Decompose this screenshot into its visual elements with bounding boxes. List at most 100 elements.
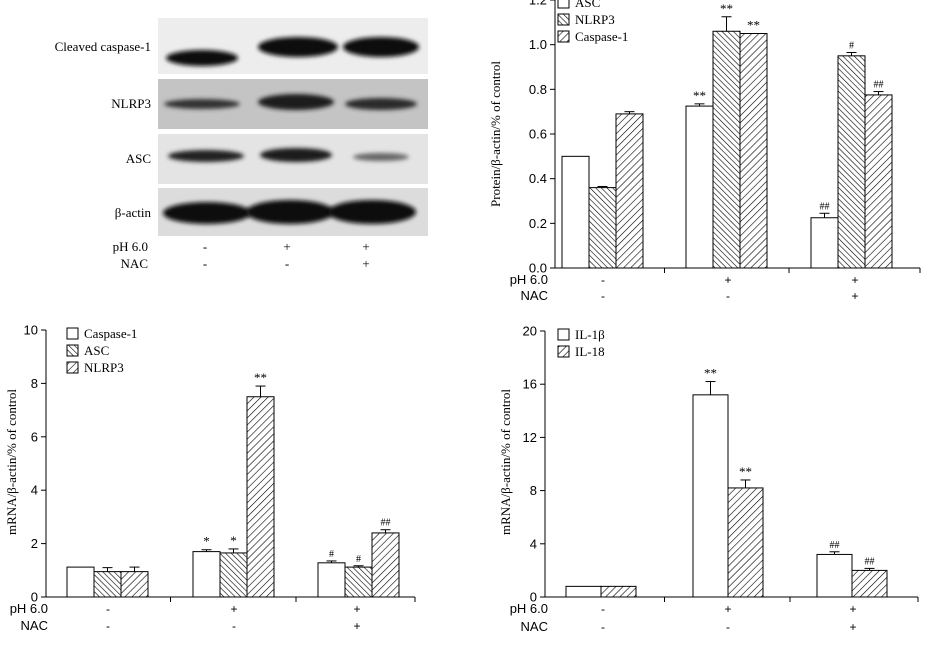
condition-sign: +: [353, 619, 360, 633]
blot-row-label-beta-actin: β-actin: [115, 205, 152, 220]
blot-sign: -: [285, 256, 289, 271]
condition-sign: +: [353, 602, 360, 616]
bar: [851, 569, 888, 598]
significance-label: ##: [874, 80, 884, 91]
bar: [692, 394, 729, 598]
y-tick-label: 16: [523, 377, 537, 392]
bar: [561, 155, 590, 269]
bar: [712, 30, 741, 269]
bar: [816, 553, 853, 598]
bar: [837, 55, 866, 269]
y-tick-label: 10: [24, 323, 38, 338]
condition-sign: -: [601, 602, 605, 616]
blot-band: [166, 50, 238, 66]
legend-label: ASC: [84, 343, 109, 358]
bar: [93, 571, 122, 598]
bar: [66, 566, 95, 598]
blot-row-label-cleaved-caspase-1: Cleaved caspase-1: [55, 39, 151, 54]
condition-sign: -: [106, 602, 110, 616]
significance-label: **: [739, 464, 752, 479]
condition-sign: -: [601, 289, 605, 303]
blot-condition-label-ph: pH 6.0: [113, 239, 148, 254]
significance-label: **: [720, 1, 733, 16]
significance-label: ##: [820, 201, 830, 212]
blot-band: [345, 98, 417, 110]
bar: [685, 105, 714, 269]
bar: [246, 396, 275, 598]
bar: [739, 33, 768, 269]
condition-label: NAC: [521, 619, 548, 634]
legend-label: Caspase-1: [575, 29, 628, 44]
y-tick-label: 0: [31, 590, 38, 605]
blot-row-label-asc: ASC: [126, 151, 151, 166]
legend-label: NLRP3: [575, 12, 615, 27]
significance-label: **: [704, 366, 717, 381]
blot-band: [353, 153, 409, 161]
y-tick-label: 0.4: [529, 171, 547, 186]
condition-label: pH 6.0: [10, 601, 48, 616]
blot-band: [168, 150, 244, 162]
condition-sign: -: [726, 289, 730, 303]
blot-band: [164, 99, 240, 109]
mrna-inflammasome-bar-chart: 0 2 4 6 8 10 * # * # ** ## mRNA/β-actin/% of control…: [4, 323, 416, 633]
condition-sign: +: [724, 273, 731, 287]
y-tick-label: 4: [31, 483, 38, 498]
y-tick-label: 12: [523, 430, 537, 445]
legend-swatch: [557, 0, 570, 9]
blot-band: [258, 37, 338, 57]
significance-label: #: [329, 549, 334, 560]
significance-label: ##: [381, 518, 391, 529]
y-tick-label: 1.0: [529, 37, 547, 52]
mrna-cytokine-bar-chart: 0 4 8 12 16 20 ** ## ** ## mRNA/β-actin/% of contr…: [498, 324, 919, 634]
western-blot-panel: Cleaved caspase-1 NLRP3 ASC β-actin pH 6…: [55, 18, 428, 271]
significance-label: ##: [865, 556, 875, 567]
blot-band: [258, 94, 334, 110]
condition-sign: -: [232, 619, 236, 633]
significance-label: #: [356, 554, 361, 565]
condition-label: pH 6.0: [510, 601, 548, 616]
significance-label: **: [747, 18, 760, 33]
legend-swatch: [557, 345, 570, 358]
legend-swatch: [557, 30, 570, 43]
significance-label: *: [230, 533, 237, 548]
bar: [615, 113, 644, 269]
blot-condition-label-nac: NAC: [121, 256, 148, 271]
condition-sign: +: [849, 620, 856, 634]
blot-sign: -: [203, 256, 207, 271]
y-tick-label: 6: [31, 429, 38, 444]
blot-band: [163, 202, 251, 224]
legend-label: NLRP3: [84, 360, 124, 375]
condition-sign: +: [724, 602, 731, 616]
blot-band: [343, 37, 419, 57]
bar: [727, 487, 764, 598]
y-tick-label: 8: [530, 483, 537, 498]
bar: [600, 585, 637, 598]
y-tick-label: 20: [523, 324, 537, 339]
bar: [192, 551, 221, 598]
significance-label: **: [693, 88, 706, 103]
legend-label: IL-18: [575, 344, 605, 359]
blot-band: [260, 148, 332, 162]
y-tick-label: 0.2: [529, 216, 547, 231]
significance-label: ##: [830, 540, 840, 551]
significance-label: *: [203, 534, 210, 549]
bar: [588, 187, 617, 269]
bar: [120, 571, 149, 598]
condition-sign: -: [601, 620, 605, 634]
significance-label: **: [254, 370, 267, 385]
condition-label: NAC: [21, 618, 48, 633]
condition-sign: +: [849, 602, 856, 616]
blot-sign: +: [283, 239, 290, 254]
condition-sign: -: [601, 273, 605, 287]
condition-sign: +: [230, 602, 237, 616]
condition-label: pH 6.0: [510, 272, 548, 287]
y-tick-label: 4: [530, 536, 537, 551]
y-tick-label: 0: [530, 590, 537, 605]
legend-label: IL-1β: [575, 327, 605, 342]
y-tick-label: 0.8: [529, 82, 547, 97]
condition-label: NAC: [521, 288, 548, 303]
blot-sign: +: [362, 239, 369, 254]
legend-swatch: [66, 327, 79, 340]
significance-label: #: [849, 40, 854, 51]
y-tick-label: 1.2: [529, 0, 547, 8]
